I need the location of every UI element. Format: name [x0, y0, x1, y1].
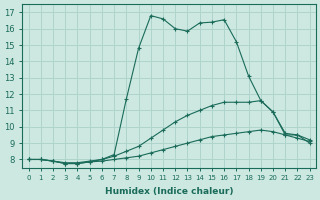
- X-axis label: Humidex (Indice chaleur): Humidex (Indice chaleur): [105, 187, 233, 196]
